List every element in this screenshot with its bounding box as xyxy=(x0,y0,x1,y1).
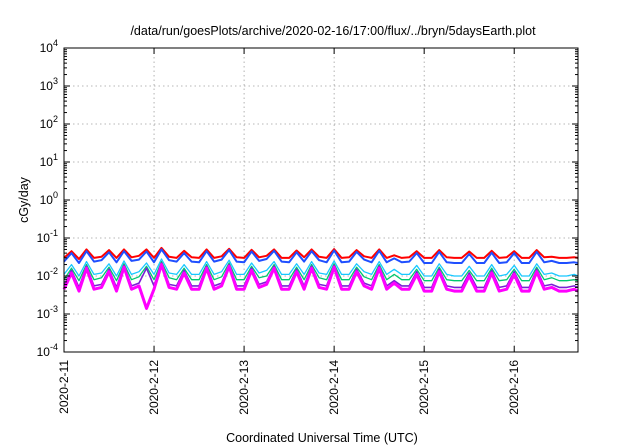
y-tick-label: 10-4 xyxy=(37,342,58,359)
x-tick-label: 2020-2-16 xyxy=(507,360,521,415)
y-tick-label: 10-1 xyxy=(37,228,58,245)
x-tick-label: 2020-2-11 xyxy=(57,360,71,414)
x-axis: 2020-2-11 2020-2-12 2020-2-13 2020-2-14 2020… xyxy=(57,48,521,415)
y-tick-label: 10-3 xyxy=(37,304,58,321)
y-tick-label: 104 xyxy=(40,38,58,55)
y-axis-label: cGy/day xyxy=(17,176,31,223)
chart-title: /data/run/goesPlots/archive/2020-02-16/1… xyxy=(130,24,536,38)
y-tick-label: 101 xyxy=(40,152,58,169)
series-line-6 xyxy=(62,263,579,310)
series-group xyxy=(62,246,579,310)
y-tick-label: 10-2 xyxy=(37,266,58,283)
series-line-1 xyxy=(63,246,579,260)
x-axis-label: Coordinated Universal Time (UTC) xyxy=(226,431,418,445)
y-tick-label: 102 xyxy=(40,114,58,131)
y-tick-label: 100 xyxy=(40,190,58,207)
series-line-2 xyxy=(63,248,579,264)
grid xyxy=(64,48,578,352)
x-tick-label: 2020-2-12 xyxy=(147,360,161,415)
x-tick-label: 2020-2-15 xyxy=(417,360,431,415)
x-tick-label: 2020-2-13 xyxy=(237,360,251,415)
x-tick-label: 2020-2-14 xyxy=(327,360,341,415)
y-tick-label: 103 xyxy=(40,76,58,93)
series-line-4 xyxy=(63,260,579,282)
y-axis: 10-4 10-3 10-2 10-1 100 101 102 103 104 xyxy=(37,38,578,359)
series-line-3 xyxy=(63,258,579,277)
